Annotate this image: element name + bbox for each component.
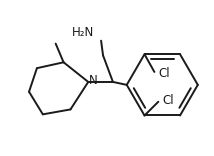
Text: H₂N: H₂N [72, 26, 94, 39]
Text: Cl: Cl [162, 94, 174, 107]
Text: N: N [89, 74, 98, 88]
Text: Cl: Cl [158, 67, 170, 80]
